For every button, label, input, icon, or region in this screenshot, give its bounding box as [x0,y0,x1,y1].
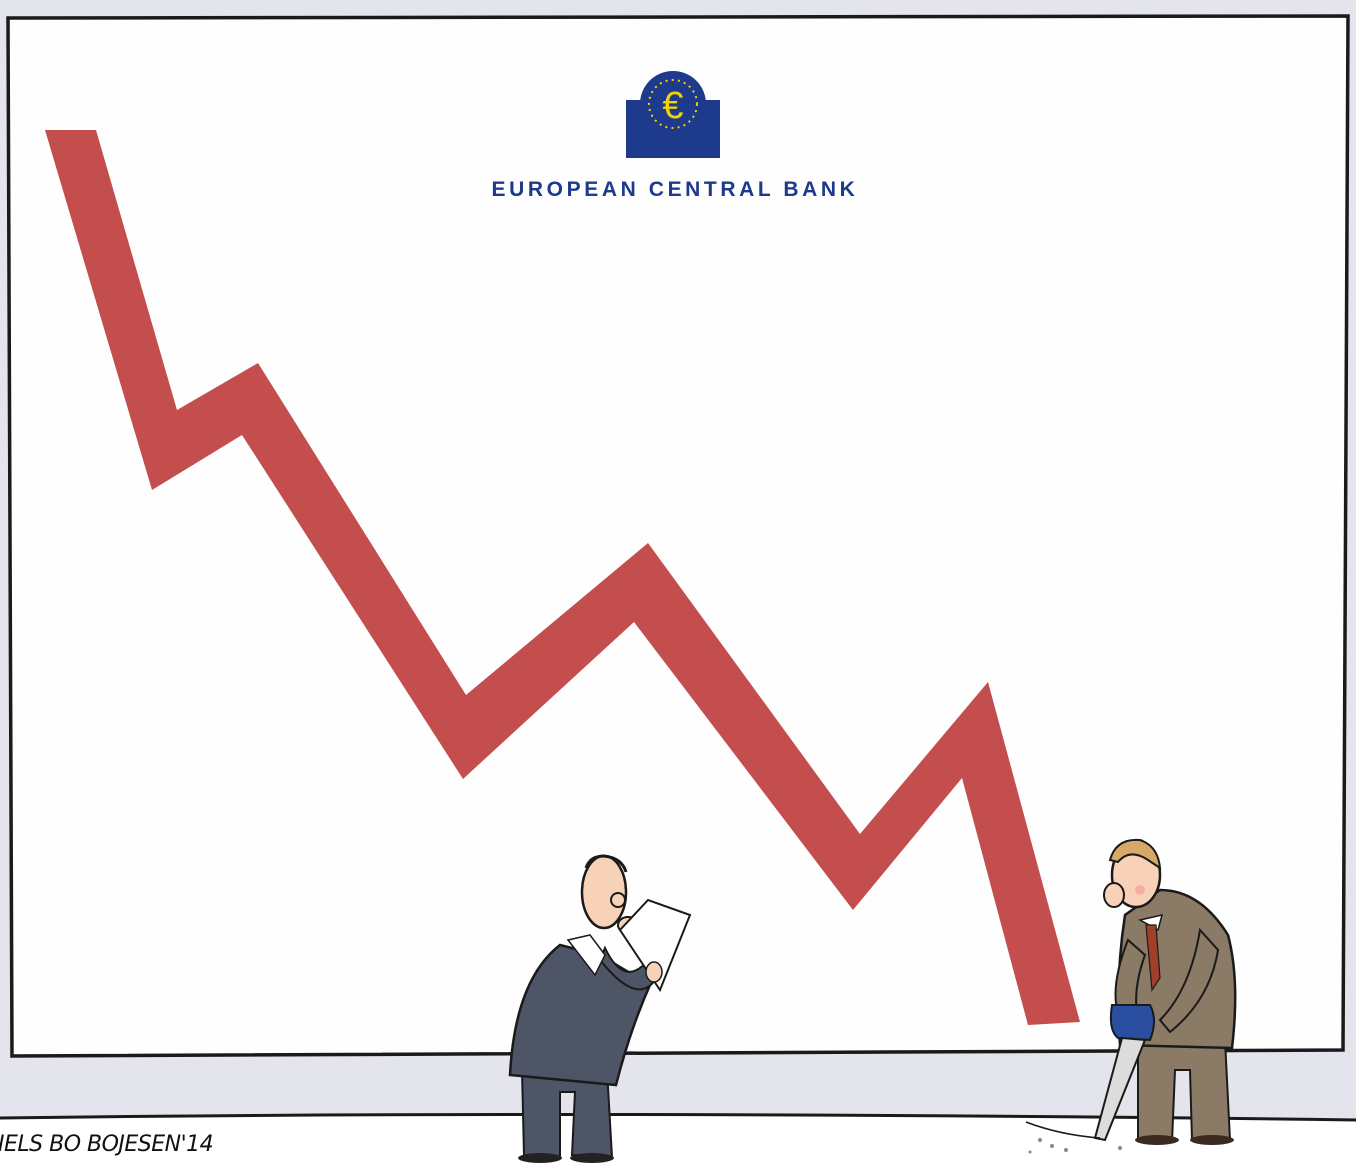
floor [0,1114,1356,1163]
man-sawing-figure [1025,838,1237,1154]
saw-blade-icon [1093,1036,1147,1142]
declining-trend-line [45,130,1080,1025]
man-reading-figure [508,854,692,1163]
euro-symbol-icon: € [662,85,683,127]
ecb-logo: € [626,71,720,158]
ecb-logo-text: EUROPEAN CENTRAL BANK [491,178,859,201]
floor-edge [0,1112,1356,1122]
saw-handle-icon [1109,1004,1155,1042]
artist-signature: IELS BO BOJESEN'14 [0,1132,214,1157]
